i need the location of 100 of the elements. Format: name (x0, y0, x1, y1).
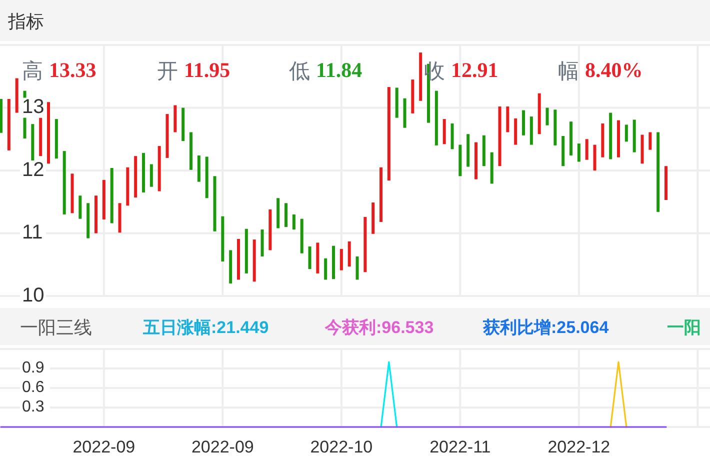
bar (340, 248, 343, 270)
bar (530, 116, 533, 145)
y-tick-label: 12 (22, 158, 44, 181)
bar (648, 132, 652, 150)
y-tick-label: 11 (22, 222, 43, 244)
text: 五日涨幅:21.449 (142, 318, 269, 337)
bar (324, 258, 328, 280)
bar (546, 108, 549, 126)
bar (134, 156, 138, 198)
bar (102, 180, 106, 220)
bar (237, 238, 240, 280)
bar (142, 152, 145, 192)
bar (182, 108, 185, 142)
bar (15, 78, 18, 113)
text: 获利比增:25.064 (482, 318, 610, 337)
text: 一阳 (667, 318, 701, 337)
bar (118, 203, 122, 233)
bar (664, 166, 668, 200)
annotation: 开 11.95 (157, 58, 230, 83)
bar (482, 135, 486, 166)
bar (458, 144, 462, 176)
bar (466, 134, 470, 167)
bar (356, 256, 359, 280)
bar (372, 202, 375, 234)
bar (387, 87, 390, 181)
bar (554, 110, 557, 146)
bar (47, 102, 50, 164)
annotation: 高 13.33 (22, 58, 96, 83)
bar (522, 110, 525, 136)
bar (94, 196, 98, 234)
bar (78, 196, 82, 219)
chart-title: 指标 (7, 11, 44, 32)
bar (609, 112, 612, 160)
bar (268, 209, 272, 250)
bar (514, 118, 518, 145)
x-tick-label: 2022-09 (191, 437, 254, 456)
bar (624, 124, 628, 142)
bar (411, 80, 414, 114)
bar (7, 98, 10, 150)
bar (450, 123, 454, 150)
bar (490, 152, 494, 184)
annotation: 幅 8.40% (558, 58, 643, 83)
bar (260, 229, 264, 256)
bar (54, 119, 58, 159)
bar (62, 151, 66, 214)
bar (562, 136, 565, 166)
bar (538, 93, 541, 134)
bar (308, 246, 312, 270)
bar (70, 174, 74, 214)
bar (656, 132, 660, 212)
bar (39, 118, 42, 156)
bar (434, 90, 438, 146)
y-tick-label: 0.9 (22, 360, 44, 377)
bar (190, 132, 192, 170)
bar (0, 98, 2, 133)
annotation: 低 11.84 (289, 58, 363, 83)
y-tick-label: 0.3 (22, 398, 44, 416)
bar (221, 216, 224, 262)
bar (348, 241, 351, 267)
bar (292, 214, 296, 230)
y-tick-label: 13 (22, 96, 44, 118)
bar (174, 105, 177, 132)
bar (252, 240, 256, 282)
bar (166, 114, 169, 158)
y-tick-label: 10 (22, 284, 44, 306)
bar (316, 242, 320, 274)
bar (197, 155, 200, 182)
x-tick-label: 2022-12 (548, 437, 610, 456)
bar (86, 203, 90, 238)
bar (474, 142, 478, 180)
bar (632, 120, 636, 152)
bar (640, 134, 644, 164)
bar (419, 52, 422, 101)
x-tick-label: 2022-10 (310, 437, 373, 456)
bar (506, 106, 510, 132)
bar (380, 167, 382, 222)
bar (585, 139, 588, 160)
bar (442, 119, 446, 144)
bar (126, 167, 130, 206)
bar (364, 216, 367, 272)
bar (617, 120, 620, 158)
bar (403, 98, 406, 128)
bar (110, 168, 114, 224)
bar (158, 146, 161, 192)
bar (570, 122, 572, 156)
bar (229, 250, 232, 284)
bar (601, 123, 604, 158)
bar (213, 176, 216, 232)
bar (276, 198, 280, 228)
x-tick-label: 2022-11 (430, 437, 491, 456)
bar (205, 156, 208, 198)
bar (395, 88, 398, 118)
y-tick-label: 0.6 (22, 379, 44, 396)
bar (498, 106, 502, 166)
bar (332, 246, 335, 280)
x-tick-label: 2022-09 (72, 437, 136, 456)
chart-title: 一阳三线 (20, 317, 92, 338)
bar (244, 228, 248, 274)
bar (284, 203, 288, 227)
bar (300, 218, 304, 254)
